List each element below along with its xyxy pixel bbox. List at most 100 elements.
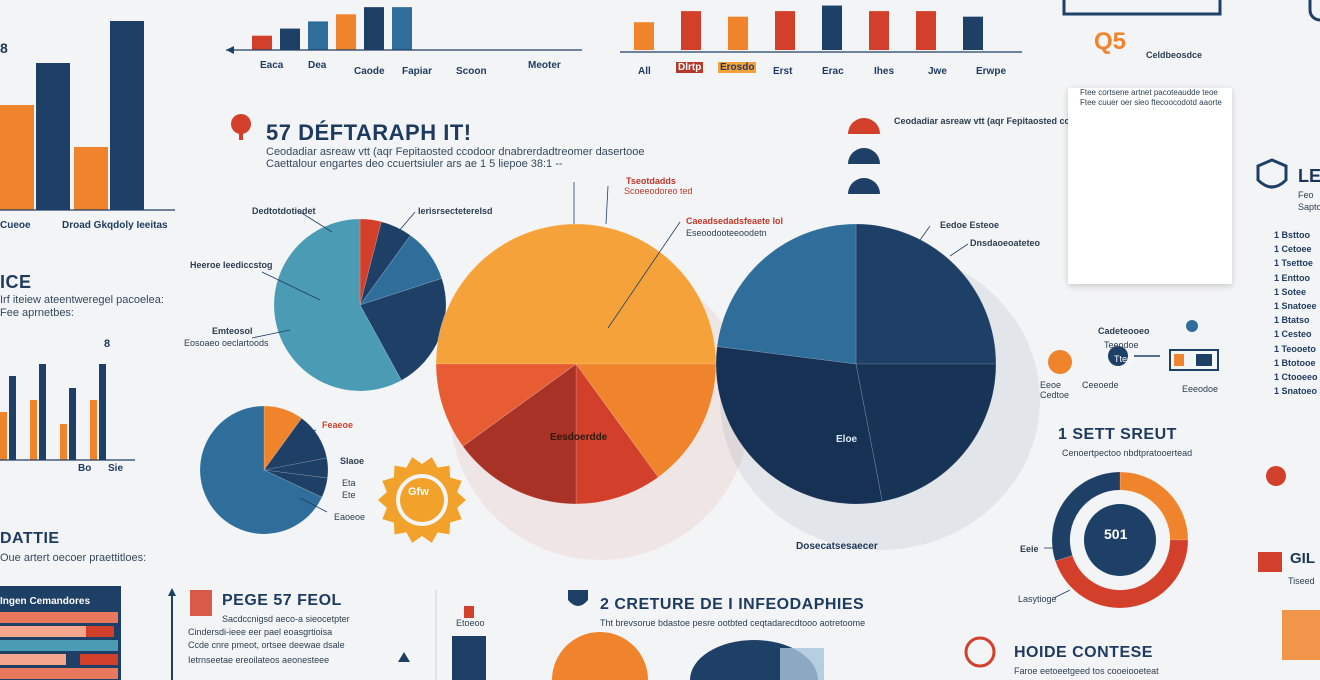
q5-badge: Q5 — [1094, 28, 1127, 55]
gil-title: GIL — [1290, 550, 1315, 567]
flow-label: Teeodoe — [1104, 340, 1139, 350]
creture-sub: Tht brevsorue bdastoe pesre ootbted ceqt… — [600, 618, 866, 628]
bar-category-label: Erac — [822, 66, 844, 77]
flow-node — [1169, 349, 1219, 371]
hoide-title: HOIDE CONTESE — [1014, 644, 1153, 661]
panel-bar — [0, 640, 118, 651]
icon — [1266, 466, 1286, 486]
side-list: 1 Bsttoo 1 Cetoee 1 Tsettoe 1 Enttoo 1 Sotee… — [1274, 230, 1318, 400]
bar — [822, 5, 842, 50]
annotation-8: 8 — [104, 338, 111, 350]
gil-sub: Tiseed — [1288, 576, 1315, 586]
frame-box — [1062, 0, 1222, 16]
bar — [0, 412, 7, 460]
shield-icon — [568, 590, 588, 606]
arrow-icon — [168, 588, 176, 596]
bar — [90, 400, 97, 460]
bar — [252, 35, 272, 50]
bar — [60, 424, 67, 460]
pie-label: Ete — [342, 490, 356, 500]
document-card: Ftee cortsene artnet pacoteaudde teoe Ft… — [1068, 88, 1232, 284]
flow-label: Tteo — [1114, 354, 1133, 364]
bar-category-label: Droad Gkqdoly Ieeitas — [62, 220, 168, 231]
section-title-dattie: DATTIE — [0, 530, 60, 547]
pie-label: Eedoe Esteoe — [940, 220, 1000, 230]
leader-line — [919, 225, 931, 241]
panel-bar — [0, 654, 66, 665]
pie-center-label: Eesdoerdde — [550, 432, 608, 443]
leader-line — [261, 271, 321, 301]
frame-box — [1308, 0, 1320, 22]
bar-category-label: Meoter — [528, 60, 561, 71]
bar — [364, 7, 384, 51]
icon — [1258, 552, 1282, 572]
icon — [398, 652, 410, 662]
side-list-item: 1 Btatso — [1274, 315, 1310, 326]
side-list-item: 1 Snatoee — [1274, 300, 1317, 311]
leader-line — [377, 211, 416, 257]
panel-bar — [80, 654, 118, 665]
pie-label: Eaoeoe — [334, 512, 366, 522]
leader-line — [605, 185, 609, 225]
leader-line — [607, 221, 681, 329]
flow-node — [1048, 350, 1072, 374]
pie-slice — [855, 223, 997, 365]
donut-slice — [1054, 539, 1189, 609]
side-list-item: 1 Bsttoo — [1274, 230, 1310, 240]
doc-line: Ftee cortsene artnet pacoteaudde teoe — [1080, 88, 1218, 97]
pie-label: Eseoodooteeoodetn — [686, 228, 767, 238]
pie-slice — [263, 417, 328, 471]
pie-slice — [435, 223, 717, 365]
bar — [681, 11, 701, 50]
bar — [110, 21, 144, 210]
bar — [74, 147, 108, 210]
icon — [464, 606, 474, 618]
leader-line — [251, 329, 291, 339]
page-sub: Ietrnseetae ereoilateos aeonesteee — [188, 655, 330, 665]
bar-category-label: All — [638, 66, 651, 77]
pie-label: Caeadsedadsfeaete lol — [686, 216, 784, 226]
bar — [39, 364, 46, 460]
le-title: LE — [1298, 166, 1320, 186]
main-title: 57 DÉFTARAPH IT! — [266, 120, 472, 145]
annotation-8: 8 — [0, 40, 8, 56]
donut-label: Eeie — [1020, 544, 1039, 554]
bar-category-label: Dea — [308, 60, 327, 71]
bar-category-label: Erwpe — [976, 66, 1007, 77]
bar-category-label: Scoon — [456, 66, 487, 77]
pie-label: Ierisrsecteterelsd — [418, 206, 493, 216]
panel-bar — [0, 612, 118, 623]
bar — [36, 63, 70, 210]
page-sub: Cindersdi-ieee eer pael eoasgrtioisa — [188, 627, 333, 637]
pie-label: Eta — [342, 478, 356, 488]
pie-label: Slaoe — [340, 456, 365, 466]
pie-label: Scoeeodoreo ted — [624, 186, 693, 196]
pie-label: Dnsdaoeoateteo — [970, 238, 1041, 248]
panel-title: Ingen Cemandores — [0, 596, 91, 607]
bar — [916, 11, 936, 50]
shield-icon — [1256, 158, 1288, 189]
pie-slice — [263, 405, 303, 471]
bar — [280, 28, 300, 50]
page-sub: Ccde cnre pmeot, ortsee deewae dsale — [188, 640, 345, 650]
creture-title: 2 CRETURE DE I INFEODAPHIES — [600, 596, 865, 613]
panel-bar — [86, 626, 114, 637]
bar-category-label: Caode — [354, 66, 385, 77]
person-icon — [1186, 320, 1198, 332]
tree-icon — [231, 114, 251, 134]
bar — [30, 400, 37, 460]
pie-slice — [263, 469, 328, 498]
tree-icon — [239, 130, 243, 140]
bar — [728, 16, 748, 51]
bar-category-label: Sie — [108, 463, 124, 474]
bar — [392, 7, 412, 51]
leader-line — [1053, 589, 1071, 599]
flow-label: Eeoe — [1040, 380, 1062, 390]
bar — [99, 364, 106, 460]
flow-label: Cadeteooeo — [1098, 326, 1150, 336]
main-subtitle: Caettalour engartes deo ccuertsiuler ars… — [266, 158, 563, 170]
bar — [869, 11, 889, 50]
semicircle-icon — [848, 178, 880, 194]
side-list-item: 1 Teooeto — [1274, 343, 1316, 354]
pie-label: Heeroe Ieediccstog — [190, 260, 273, 270]
